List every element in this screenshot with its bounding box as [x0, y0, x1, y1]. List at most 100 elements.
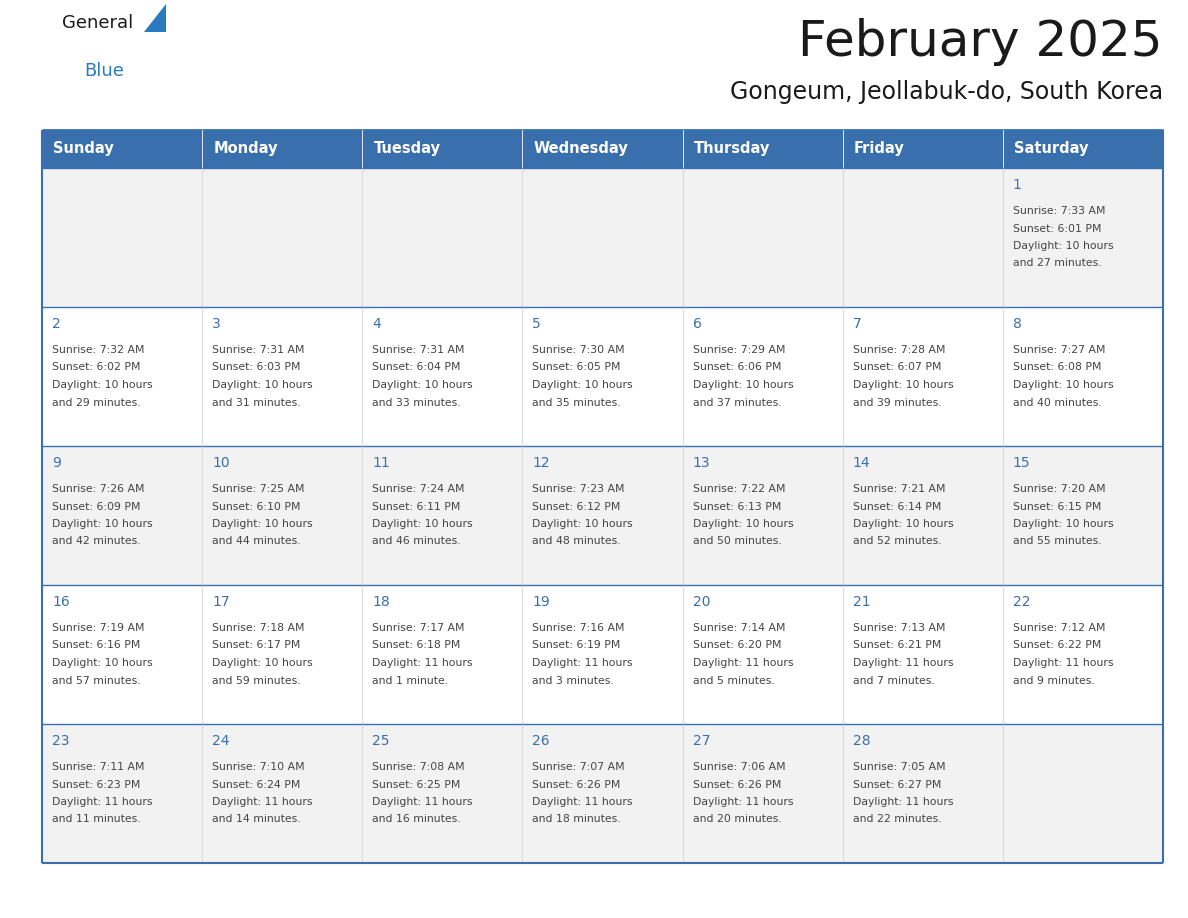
Text: Daylight: 10 hours: Daylight: 10 hours [372, 380, 473, 390]
Text: Sunset: 6:23 PM: Sunset: 6:23 PM [52, 779, 140, 789]
Text: and 52 minutes.: and 52 minutes. [853, 536, 941, 546]
Text: Sunset: 6:06 PM: Sunset: 6:06 PM [693, 363, 781, 373]
Text: and 1 minute.: and 1 minute. [372, 676, 448, 686]
Text: Daylight: 10 hours: Daylight: 10 hours [532, 380, 633, 390]
Text: Sunrise: 7:23 AM: Sunrise: 7:23 AM [532, 484, 625, 494]
Text: Sunset: 6:26 PM: Sunset: 6:26 PM [693, 779, 781, 789]
Text: Sunset: 6:03 PM: Sunset: 6:03 PM [213, 363, 301, 373]
Text: Daylight: 10 hours: Daylight: 10 hours [693, 519, 794, 529]
Text: 24: 24 [213, 734, 229, 748]
Text: and 57 minutes.: and 57 minutes. [52, 676, 140, 686]
Text: General: General [62, 14, 133, 32]
Text: Sunrise: 7:27 AM: Sunrise: 7:27 AM [1013, 345, 1105, 355]
Text: 9: 9 [52, 456, 61, 470]
Text: Sunset: 6:14 PM: Sunset: 6:14 PM [853, 501, 941, 511]
Text: Sunset: 6:04 PM: Sunset: 6:04 PM [372, 363, 461, 373]
Text: Daylight: 10 hours: Daylight: 10 hours [853, 519, 953, 529]
Text: Daylight: 11 hours: Daylight: 11 hours [372, 797, 473, 807]
Text: and 29 minutes.: and 29 minutes. [52, 397, 140, 408]
Text: Sunrise: 7:14 AM: Sunrise: 7:14 AM [693, 623, 785, 633]
Bar [42, 585, 1163, 724]
Text: Friday: Friday [854, 141, 905, 156]
Text: and 3 minutes.: and 3 minutes. [532, 676, 614, 686]
Text: Daylight: 11 hours: Daylight: 11 hours [213, 797, 312, 807]
Text: Sunrise: 7:11 AM: Sunrise: 7:11 AM [52, 762, 145, 772]
Text: 5: 5 [532, 317, 542, 331]
Text: Daylight: 11 hours: Daylight: 11 hours [532, 658, 633, 668]
Text: Sunset: 6:05 PM: Sunset: 6:05 PM [532, 363, 621, 373]
Text: Daylight: 11 hours: Daylight: 11 hours [693, 658, 794, 668]
Text: Sunrise: 7:22 AM: Sunrise: 7:22 AM [693, 484, 785, 494]
Text: Sunset: 6:16 PM: Sunset: 6:16 PM [52, 641, 140, 651]
Text: Daylight: 11 hours: Daylight: 11 hours [853, 658, 953, 668]
Text: Thursday: Thursday [694, 141, 770, 156]
Text: Sunset: 6:10 PM: Sunset: 6:10 PM [213, 501, 301, 511]
Text: and 11 minutes.: and 11 minutes. [52, 814, 140, 824]
Text: 17: 17 [213, 595, 229, 609]
Text: and 37 minutes.: and 37 minutes. [693, 397, 782, 408]
Text: Sunset: 6:07 PM: Sunset: 6:07 PM [853, 363, 941, 373]
Text: Sunset: 6:21 PM: Sunset: 6:21 PM [853, 641, 941, 651]
Text: Sunset: 6:01 PM: Sunset: 6:01 PM [1013, 223, 1101, 233]
Text: and 5 minutes.: and 5 minutes. [693, 676, 775, 686]
Text: and 16 minutes.: and 16 minutes. [372, 814, 461, 824]
Text: Gongeum, Jeollabuk-do, South Korea: Gongeum, Jeollabuk-do, South Korea [729, 80, 1163, 104]
Text: 20: 20 [693, 595, 710, 609]
Text: and 14 minutes.: and 14 minutes. [213, 814, 301, 824]
Text: Sunrise: 7:26 AM: Sunrise: 7:26 AM [52, 484, 145, 494]
Polygon shape [144, 4, 166, 32]
Text: and 20 minutes.: and 20 minutes. [693, 814, 782, 824]
Text: and 48 minutes.: and 48 minutes. [532, 536, 621, 546]
Text: Sunrise: 7:06 AM: Sunrise: 7:06 AM [693, 762, 785, 772]
Text: Tuesday: Tuesday [373, 141, 441, 156]
Bar [42, 307, 1163, 446]
Text: Daylight: 10 hours: Daylight: 10 hours [693, 380, 794, 390]
Text: and 35 minutes.: and 35 minutes. [532, 397, 621, 408]
Text: and 27 minutes.: and 27 minutes. [1013, 259, 1101, 268]
Text: Daylight: 10 hours: Daylight: 10 hours [213, 519, 312, 529]
Text: and 42 minutes.: and 42 minutes. [52, 536, 140, 546]
Text: Sunset: 6:11 PM: Sunset: 6:11 PM [372, 501, 461, 511]
Text: 16: 16 [52, 595, 70, 609]
Text: Sunday: Sunday [53, 141, 114, 156]
Text: 2: 2 [52, 317, 61, 331]
Bar [1003, 130, 1163, 168]
Bar [42, 130, 202, 168]
Text: Sunset: 6:24 PM: Sunset: 6:24 PM [213, 779, 301, 789]
Text: and 33 minutes.: and 33 minutes. [372, 397, 461, 408]
Text: and 46 minutes.: and 46 minutes. [372, 536, 461, 546]
Text: 3: 3 [213, 317, 221, 331]
Text: 21: 21 [853, 595, 871, 609]
Text: Sunset: 6:13 PM: Sunset: 6:13 PM [693, 501, 781, 511]
Text: Sunset: 6:09 PM: Sunset: 6:09 PM [52, 501, 140, 511]
Text: Daylight: 11 hours: Daylight: 11 hours [532, 797, 633, 807]
Text: and 7 minutes.: and 7 minutes. [853, 676, 935, 686]
Text: Daylight: 10 hours: Daylight: 10 hours [372, 519, 473, 529]
Text: Sunrise: 7:13 AM: Sunrise: 7:13 AM [853, 623, 946, 633]
Text: Sunset: 6:12 PM: Sunset: 6:12 PM [532, 501, 621, 511]
Text: and 55 minutes.: and 55 minutes. [1013, 536, 1101, 546]
Text: Sunrise: 7:18 AM: Sunrise: 7:18 AM [213, 623, 304, 633]
Text: Sunset: 6:27 PM: Sunset: 6:27 PM [853, 779, 941, 789]
Text: Daylight: 10 hours: Daylight: 10 hours [532, 519, 633, 529]
Text: Daylight: 10 hours: Daylight: 10 hours [853, 380, 953, 390]
Text: Wednesday: Wednesday [533, 141, 628, 156]
Text: Sunrise: 7:12 AM: Sunrise: 7:12 AM [1013, 623, 1105, 633]
Text: Daylight: 10 hours: Daylight: 10 hours [213, 380, 312, 390]
Text: 11: 11 [372, 456, 390, 470]
Text: Sunrise: 7:21 AM: Sunrise: 7:21 AM [853, 484, 946, 494]
Bar [523, 130, 683, 168]
Text: Blue: Blue [84, 62, 124, 80]
Text: and 18 minutes.: and 18 minutes. [532, 814, 621, 824]
Text: 13: 13 [693, 456, 710, 470]
Text: Daylight: 10 hours: Daylight: 10 hours [1013, 241, 1113, 251]
Text: and 50 minutes.: and 50 minutes. [693, 536, 782, 546]
Text: and 39 minutes.: and 39 minutes. [853, 397, 941, 408]
Text: 14: 14 [853, 456, 871, 470]
Text: 25: 25 [372, 734, 390, 748]
Text: Sunset: 6:25 PM: Sunset: 6:25 PM [372, 779, 461, 789]
Text: Sunrise: 7:31 AM: Sunrise: 7:31 AM [213, 345, 304, 355]
Text: Sunrise: 7:20 AM: Sunrise: 7:20 AM [1013, 484, 1106, 494]
Text: Daylight: 11 hours: Daylight: 11 hours [372, 658, 473, 668]
Text: 26: 26 [532, 734, 550, 748]
